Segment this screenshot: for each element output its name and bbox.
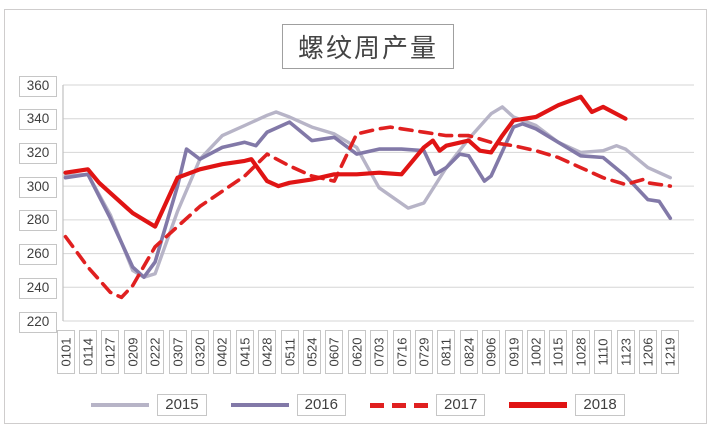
series-line-2016 <box>63 120 673 280</box>
series-line-2017 <box>63 125 673 300</box>
y-axis-label-280: 280 <box>19 210 57 232</box>
x-axis-label-1219: 1219 <box>661 330 680 374</box>
chart-title: 螺纹周产量 <box>281 24 455 69</box>
legend-label-2016: 2016 <box>296 394 346 416</box>
legend-label-2015: 2015 <box>157 394 207 416</box>
legend: 2015 2016 2017 2018 <box>0 394 716 416</box>
x-axis-label-0127: 0127 <box>101 330 120 374</box>
legend-label-2018: 2018 <box>575 394 625 416</box>
legend-label-2017: 2017 <box>436 394 486 416</box>
x-axis-label-0824: 0824 <box>459 330 478 374</box>
legend-swatch-2018-line-icon <box>509 402 568 408</box>
x-axis-label-0320: 0320 <box>190 330 209 374</box>
x-axis-label-0811: 0811 <box>437 330 456 374</box>
x-axis-label-0222: 0222 <box>146 330 165 374</box>
x-axis-label-0703: 0703 <box>370 330 389 374</box>
y-axis-label-300: 300 <box>19 176 57 198</box>
legend-item-2016: 2016 <box>230 394 346 416</box>
legend-item-2015: 2015 <box>91 394 207 416</box>
x-axis-label-0307: 0307 <box>168 330 187 374</box>
x-axis-label-0209: 0209 <box>123 330 142 374</box>
y-axis-label-320: 320 <box>19 142 57 164</box>
x-axis-label-0919: 0919 <box>504 330 523 374</box>
y-axis-label-240: 240 <box>19 277 57 299</box>
y-axis-label-360: 360 <box>19 75 57 97</box>
legend-swatch-2015-line-icon <box>91 403 150 407</box>
x-axis-label-0906: 0906 <box>482 330 501 374</box>
x-axis-label-0716: 0716 <box>392 330 411 374</box>
legend-swatch-2017-line-icon <box>370 402 428 408</box>
x-axis-label-0729: 0729 <box>414 330 433 374</box>
x-axis-label-1015: 1015 <box>549 330 568 374</box>
x-axis-label-1110: 1110 <box>594 330 613 374</box>
x-axis-label-0402: 0402 <box>213 330 232 374</box>
legend-swatch-2016-line-icon <box>230 403 289 407</box>
x-axis-label-1206: 1206 <box>638 330 657 374</box>
legend-item-2017: 2017 <box>370 394 486 416</box>
x-axis-label-1028: 1028 <box>571 330 590 374</box>
legend-item-2018: 2018 <box>509 394 625 416</box>
x-axis-label-0607: 0607 <box>325 330 344 374</box>
y-axis-label-340: 340 <box>19 109 57 131</box>
x-axis-label-0415: 0415 <box>235 330 254 374</box>
y-axis-label-260: 260 <box>19 244 57 266</box>
x-axis-label-1123: 1123 <box>616 330 635 374</box>
x-axis-label-0620: 0620 <box>347 330 366 374</box>
series-line-2015 <box>63 105 672 279</box>
x-axis-label-0428: 0428 <box>258 330 277 374</box>
x-axis-label-0114: 0114 <box>78 330 97 374</box>
x-axis-label-1002: 1002 <box>526 330 545 374</box>
x-axis-label-0524: 0524 <box>302 330 321 374</box>
x-axis-label-0101: 0101 <box>56 330 75 374</box>
y-axis-label-220: 220 <box>19 311 57 333</box>
series-line-2018 <box>63 94 628 229</box>
x-axis-label-0511: 0511 <box>280 330 299 374</box>
